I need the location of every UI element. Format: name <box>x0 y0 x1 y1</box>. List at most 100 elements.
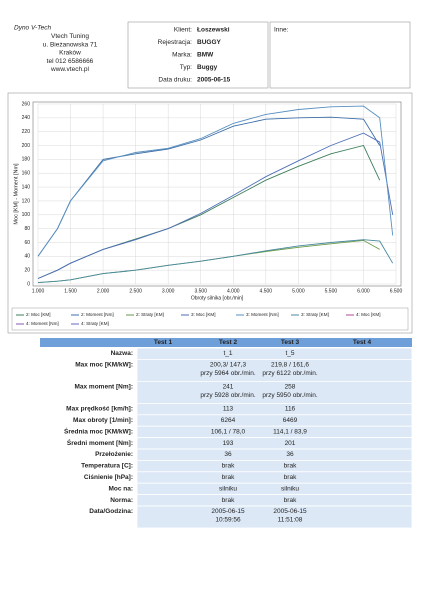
company-line: tel 012 6586666 <box>47 58 94 65</box>
row-bg <box>136 494 413 507</box>
row-label: Nazwa: <box>111 350 133 357</box>
x-tick-label: 2.500 <box>129 288 142 294</box>
notes-label: Inne: <box>274 27 289 34</box>
company-line: www.vtech.pl <box>50 66 89 73</box>
cell-text: brak <box>222 474 235 481</box>
notes-box <box>269 21 411 89</box>
field-label: Klient: <box>174 27 192 34</box>
row-bg <box>136 402 413 416</box>
cell-text: 106,1 / 78,0 <box>211 428 246 435</box>
x-tick-label: 5.000 <box>292 288 305 294</box>
cell-text: 2005-06-15 <box>273 508 307 515</box>
cell-text: 6469 <box>283 417 298 424</box>
cell-text: t_5 <box>285 350 294 357</box>
cell-text: silniku <box>219 485 237 492</box>
y-tick-label: 40 <box>24 254 30 260</box>
field-label: Marka: <box>172 52 192 59</box>
row-label: Średnia moc [KM/kW]: <box>64 426 133 435</box>
row-label: Data/Godzina: <box>89 508 133 515</box>
row-bg <box>136 471 413 484</box>
cell-text: przy 5950 obr./min. <box>262 392 317 399</box>
cell-text: brak <box>284 463 297 470</box>
row-bg <box>136 448 413 461</box>
x-tick-label: 6.500 <box>390 288 403 294</box>
legend-label: 3: Straty [KM] <box>301 312 329 317</box>
legend-box <box>11 307 409 331</box>
x-tick-label: 3.500 <box>194 288 207 294</box>
row-bg <box>136 459 413 473</box>
y-tick-label: 100 <box>22 212 31 218</box>
company-line: u. Bieżanowska 71 <box>43 41 98 48</box>
row-label: Średni moment [Nm]: <box>67 438 133 447</box>
field-value: Buggy <box>197 64 218 71</box>
table-header-bg <box>40 338 412 347</box>
field-label: Data druku: <box>158 77 192 84</box>
series-line <box>37 239 394 284</box>
company-line: Dyno V-Tech <box>14 25 51 32</box>
cell-text: brak <box>222 463 235 470</box>
legend-label: 4: Moc [KM] <box>356 312 381 317</box>
y-tick-label: 20 <box>24 267 30 273</box>
cell-text: brak <box>222 497 235 504</box>
y-tick-label: 240 <box>22 115 31 121</box>
cell-text: brak <box>284 497 297 504</box>
field-value: BMW <box>197 52 214 59</box>
y-tick-label: 80 <box>24 226 30 232</box>
field-label: Typ: <box>180 64 192 71</box>
row-label: Temperatura [C]: <box>81 463 133 470</box>
field-value: Łoszewski <box>197 27 230 34</box>
client-box <box>127 21 269 89</box>
cell-text: 10:59:56 <box>215 517 241 524</box>
cell-text: 201 <box>285 440 296 447</box>
row-bg <box>136 437 413 450</box>
x-tick-label: 6.000 <box>357 288 370 294</box>
cell-text: 36 <box>286 451 294 458</box>
field-label: Rejestracja: <box>158 39 193 46</box>
cell-text: 200,3/ 147,3 <box>210 362 247 369</box>
row-label: Max obroty [1/min]: <box>73 417 133 424</box>
y-tick-label: 200 <box>22 143 31 149</box>
cell-text: silniku <box>281 485 299 492</box>
y-tick-label: 160 <box>22 171 31 177</box>
cell-text: t_1 <box>223 350 232 357</box>
column-header: Test 2 <box>219 339 238 346</box>
row-label: Max moment [Nm]: <box>74 384 133 391</box>
x-tick-label: 3.000 <box>162 288 175 294</box>
cell-text: 258 <box>285 384 296 391</box>
column-header: Test 1 <box>154 339 173 346</box>
x-tick-label: 1.000 <box>32 288 45 294</box>
cell-text: przy 6122 obr./min. <box>262 370 317 377</box>
series-line <box>37 132 394 279</box>
x-axis-label: Obroty silnika [obr./min] <box>191 295 244 301</box>
x-tick-label: 1.500 <box>64 288 77 294</box>
x-tick-label: 5.500 <box>325 288 338 294</box>
cell-text: 219,8 / 161,6 <box>271 362 309 369</box>
cell-text: 114,1 / 83,9 <box>273 428 307 435</box>
row-bg <box>136 414 413 427</box>
legend-label: 4: Straty [KM] <box>81 321 109 326</box>
company-line: Vtech Tuning <box>51 33 89 40</box>
row-label: Moc na: <box>108 485 133 492</box>
cell-text: przy 5964 obr./min. <box>200 370 255 377</box>
cell-text: 36 <box>224 451 232 458</box>
company-line: Kraków <box>59 50 81 57</box>
x-tick-label: 4.500 <box>260 288 273 294</box>
legend-label: 2: Straty [KM] <box>136 312 164 317</box>
legend-label: 3: Moment [Nm] <box>246 312 279 317</box>
row-label: Norma: <box>110 497 133 504</box>
cell-text: 6264 <box>221 417 236 424</box>
y-axis-label: Moc [KM] - Moment [Nm] <box>13 163 19 225</box>
series-line <box>37 105 394 257</box>
field-value: 2005-06-15 <box>197 77 231 84</box>
x-tick-label: 4.000 <box>227 288 240 294</box>
y-tick-label: 120 <box>22 198 31 204</box>
legend-label: 2: Moment [Nm] <box>81 312 114 317</box>
cell-text: 116 <box>285 406 296 413</box>
field-value: BUGGY <box>197 39 222 46</box>
cell-text: przy 5928 obr./min. <box>200 392 255 399</box>
row-label: Max moc [KM/kW]: <box>75 362 133 369</box>
row-bg <box>136 482 413 496</box>
y-tick-label: 140 <box>22 184 31 190</box>
